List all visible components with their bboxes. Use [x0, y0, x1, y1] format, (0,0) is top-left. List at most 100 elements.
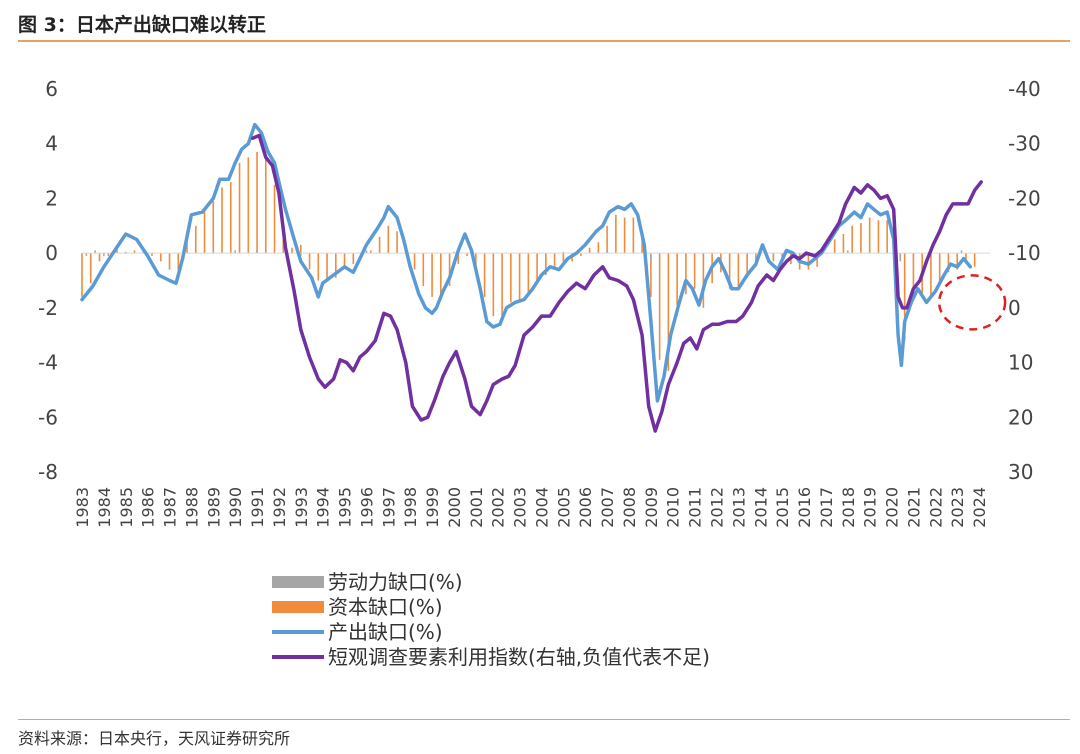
- capital-gap-bar: [685, 253, 687, 295]
- x-tick-label: 2001: [467, 487, 486, 528]
- x-tick-label: 1994: [314, 487, 333, 528]
- capital-gap-bar: [273, 184, 276, 254]
- capital-gap-bar: [728, 253, 731, 289]
- capital-gap-bar: [168, 253, 171, 270]
- legend-label: 短观调查要素利用指数(右轴,负值代表不足): [328, 645, 710, 669]
- capital-gap-bar: [413, 253, 416, 270]
- x-tick-label: 1983: [73, 487, 92, 528]
- x-tick-label: 1991: [248, 487, 267, 528]
- x-tick-label: 1996: [357, 487, 376, 528]
- x-tick-label: 1985: [117, 487, 136, 528]
- x-tick-label: 2018: [839, 487, 858, 528]
- capital-gap-bar: [588, 247, 591, 254]
- source-note: 资料来源：日本央行，天风证券研究所: [18, 729, 291, 748]
- right-tick-label: 30: [1008, 460, 1033, 484]
- left-axis-ticks: 6 4 2 0 -2 -4 -6 -8: [38, 77, 58, 484]
- capital-gap-bar: [597, 242, 600, 254]
- capital-gap-bar: [956, 253, 958, 270]
- capital-gap-bar: [448, 253, 451, 286]
- output-gap-line: [80, 122, 973, 403]
- capital-gap-bar: [343, 253, 346, 267]
- capital-gap-bar: [527, 253, 530, 295]
- x-tick-label: 2010: [664, 487, 683, 528]
- capital-gap-bar: [702, 253, 705, 308]
- capital-gap-bar: [816, 253, 818, 267]
- x-tick-label: 2022: [926, 487, 945, 528]
- capital-gap-bar: [317, 253, 320, 281]
- capital-gap-bar: [606, 225, 608, 254]
- capital-gap-bar: [370, 250, 372, 254]
- capital-gap-bar: [807, 253, 810, 270]
- capital-gap-bar: [868, 217, 871, 254]
- capital-gap-bar: [912, 253, 915, 295]
- labor-gap-bar: [453, 251, 455, 254]
- left-tick-label: -6: [38, 405, 58, 429]
- capital-gap-bar: [396, 231, 398, 254]
- labor-gap-bar: [606, 250, 608, 254]
- capital-gap-bar: [693, 253, 696, 289]
- x-tick-label: 2021: [904, 487, 923, 528]
- x-tick-label: 1988: [182, 487, 201, 528]
- capital-gap-bars: [81, 151, 976, 371]
- x-tick-label: 1986: [139, 487, 158, 528]
- capital-gap-bar: [159, 253, 162, 262]
- x-tick-label: 2003: [511, 487, 530, 528]
- capital-gap-bar: [562, 253, 565, 262]
- capital-gap-bar: [299, 244, 302, 254]
- x-tick-label: 2004: [533, 487, 552, 528]
- right-tick-label: 20: [1008, 405, 1033, 429]
- x-tick-label: 1998: [401, 487, 420, 528]
- x-tick-label: 1995: [336, 487, 355, 528]
- capital-gap-bar: [483, 253, 486, 297]
- labor-gap-bar: [846, 250, 849, 254]
- x-tick-label: 2014: [751, 487, 770, 528]
- capital-gap-bar: [492, 253, 495, 317]
- left-tick-label: 6: [45, 77, 58, 101]
- labor-gap-bar: [103, 253, 105, 256]
- capital-gap-bar: [431, 253, 433, 297]
- labor-gap-bar: [85, 253, 88, 256]
- capital-gap-bar: [833, 239, 836, 254]
- right-tick-label: 0: [1008, 296, 1021, 320]
- x-tick-label: 2000: [445, 487, 464, 528]
- x-tick-label: 1989: [204, 487, 223, 528]
- labor-gap-bar: [650, 253, 652, 262]
- capital-gap-bar: [536, 253, 538, 284]
- labor-gap-bar: [94, 250, 96, 254]
- capital-gap-bar: [851, 225, 853, 254]
- capital-gap-bar: [842, 233, 845, 254]
- labor-gap-bar: [256, 250, 258, 254]
- capital-gap-bar: [89, 253, 92, 284]
- capital-gap-bar: [352, 253, 355, 265]
- right-tick-label: 10: [1008, 351, 1033, 375]
- capital-gap-bar: [930, 253, 932, 297]
- capital-gap-bar: [133, 250, 136, 254]
- x-tick-label: 2009: [642, 487, 661, 528]
- capital-gap-bar: [667, 253, 670, 371]
- capital-gap-bar: [623, 217, 626, 254]
- x-tick-label: 1987: [161, 487, 180, 528]
- x-tick-label: 2008: [620, 487, 639, 528]
- labor-gap-bar: [960, 250, 963, 254]
- x-tick-label: 2005: [554, 487, 573, 528]
- x-tick-label: 1990: [226, 487, 245, 528]
- capital-gap-bar: [746, 253, 748, 278]
- capital-gap-bar: [194, 225, 197, 254]
- x-tick-label: 2023: [948, 487, 967, 528]
- capital-gap-bar: [256, 151, 258, 254]
- left-tick-label: 4: [45, 132, 58, 156]
- labor-gap-bar: [234, 250, 236, 254]
- capital-gap-bar: [545, 253, 547, 276]
- footer-rule: [18, 719, 1070, 720]
- labor-gap-bar: [299, 253, 302, 256]
- capital-gap-bar: [177, 253, 180, 270]
- capital-gap-bar: [422, 253, 425, 286]
- capital-gap-bar: [632, 217, 635, 254]
- right-tick-label: -20: [1008, 186, 1041, 210]
- labor-gap-bar: [899, 253, 902, 262]
- capital-gap-bar: [973, 253, 976, 267]
- capital-gap-bar: [107, 253, 110, 256]
- capital-gap-bar: [947, 253, 950, 273]
- capital-gap-bar: [518, 253, 521, 303]
